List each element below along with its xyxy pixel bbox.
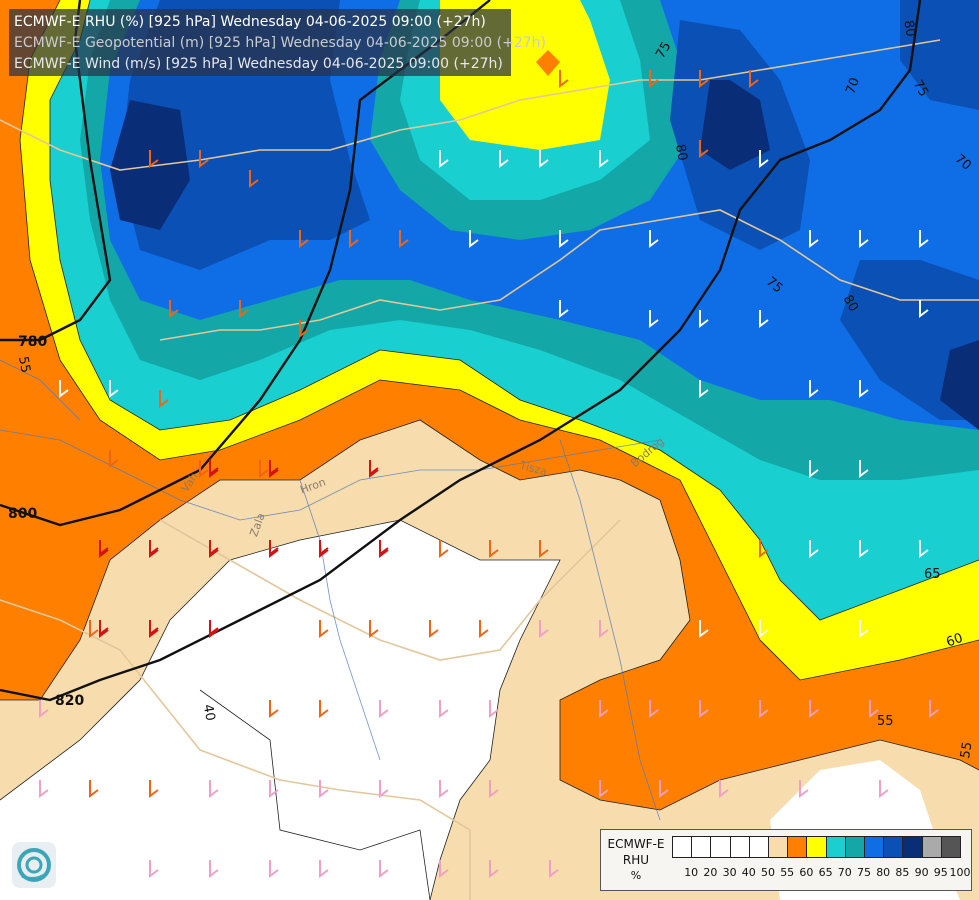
legend-tick-label: 65 — [818, 866, 833, 879]
geopotential-label-780: 780 — [18, 334, 47, 350]
legend-swatch — [729, 836, 750, 858]
legend-swatch — [768, 836, 789, 858]
wind-barb-layer — [39, 70, 939, 878]
rh-label-80b: 80 — [840, 293, 861, 315]
rh-label-55a: 55 — [15, 355, 33, 374]
legend-swatch — [864, 836, 885, 858]
legend-swatch — [844, 836, 865, 858]
legend-tick-label: 10 — [684, 866, 699, 879]
legend-tick-label: 20 — [703, 866, 718, 879]
legend-tick-label: 85 — [895, 866, 910, 879]
rh-label-80c: 80 — [900, 19, 918, 38]
legend-swatch — [825, 836, 846, 858]
rh-band-white — [0, 520, 560, 900]
rh-label-70a: 70 — [843, 76, 863, 97]
rh-band-90-east — [700, 80, 770, 170]
rh-band-65 — [20, 0, 979, 680]
forecast-header — [9, 9, 511, 76]
rh-label-55b: 55 — [877, 714, 894, 729]
legend-tick-label: 40 — [741, 866, 756, 879]
rh-label-80a: 80 — [672, 143, 690, 162]
header-geopotential: ECMWF-E Geopotential (m) [925 hPa] Wedne… — [14, 35, 546, 51]
legend-tick-label: 70 — [837, 866, 852, 879]
legend-tick-label: 30 — [722, 866, 737, 879]
legend-swatch — [940, 836, 961, 858]
legend-swatch — [806, 836, 827, 858]
legend-tick-label: 75 — [857, 866, 871, 879]
legend-variable: RHU — [622, 853, 650, 867]
legend-swatch — [921, 836, 942, 858]
legend-unit: % — [630, 869, 642, 882]
header-rhu: ECMWF-E RHU (%) [925 hPa] Wednesday 04-0… — [14, 14, 486, 30]
legend-model: ECMWF-E — [607, 837, 665, 851]
geopotential-label-820: 820 — [55, 693, 84, 709]
rh-label-75a: 75 — [653, 40, 674, 62]
rh-band-65-east-dot — [536, 50, 560, 76]
rh-label-60: 60 — [944, 631, 965, 651]
legend-tick-label: 55 — [780, 866, 795, 879]
rh-label-55c: 55 — [958, 741, 976, 760]
legend-swatch — [748, 836, 769, 858]
geopotential-820 — [0, 0, 922, 702]
legend-swatch — [883, 836, 904, 858]
legend-swatch — [710, 836, 731, 858]
legend-tick-label: 60 — [799, 866, 814, 879]
legend-swatch — [691, 836, 712, 858]
brand-logo-icon — [12, 842, 56, 888]
legend-title: ECMWF-E RHU — [602, 836, 670, 868]
legend-swatch — [787, 836, 808, 858]
rh-band-90-se — [940, 340, 979, 430]
legend-tick-label: 100 — [949, 866, 971, 879]
rh-band-85-ne — [900, 0, 979, 110]
legend-tick-label: 90 — [914, 866, 929, 879]
legend-tick-label: 80 — [876, 866, 891, 879]
rh-label-40: 40 — [200, 703, 218, 722]
geopotential-label-800: 800 — [8, 506, 37, 522]
legend-swatch — [672, 836, 693, 858]
header-wind: ECMWF-E Wind (m/s) [925 hPa] Wednesday 0… — [14, 56, 503, 72]
legend-tick-label: 95 — [933, 866, 948, 879]
rh-label-65: 65 — [924, 567, 941, 582]
legend-tick-label: 50 — [761, 866, 775, 879]
rh-label-75c: 75 — [910, 78, 931, 100]
legend-swatch — [902, 836, 923, 858]
